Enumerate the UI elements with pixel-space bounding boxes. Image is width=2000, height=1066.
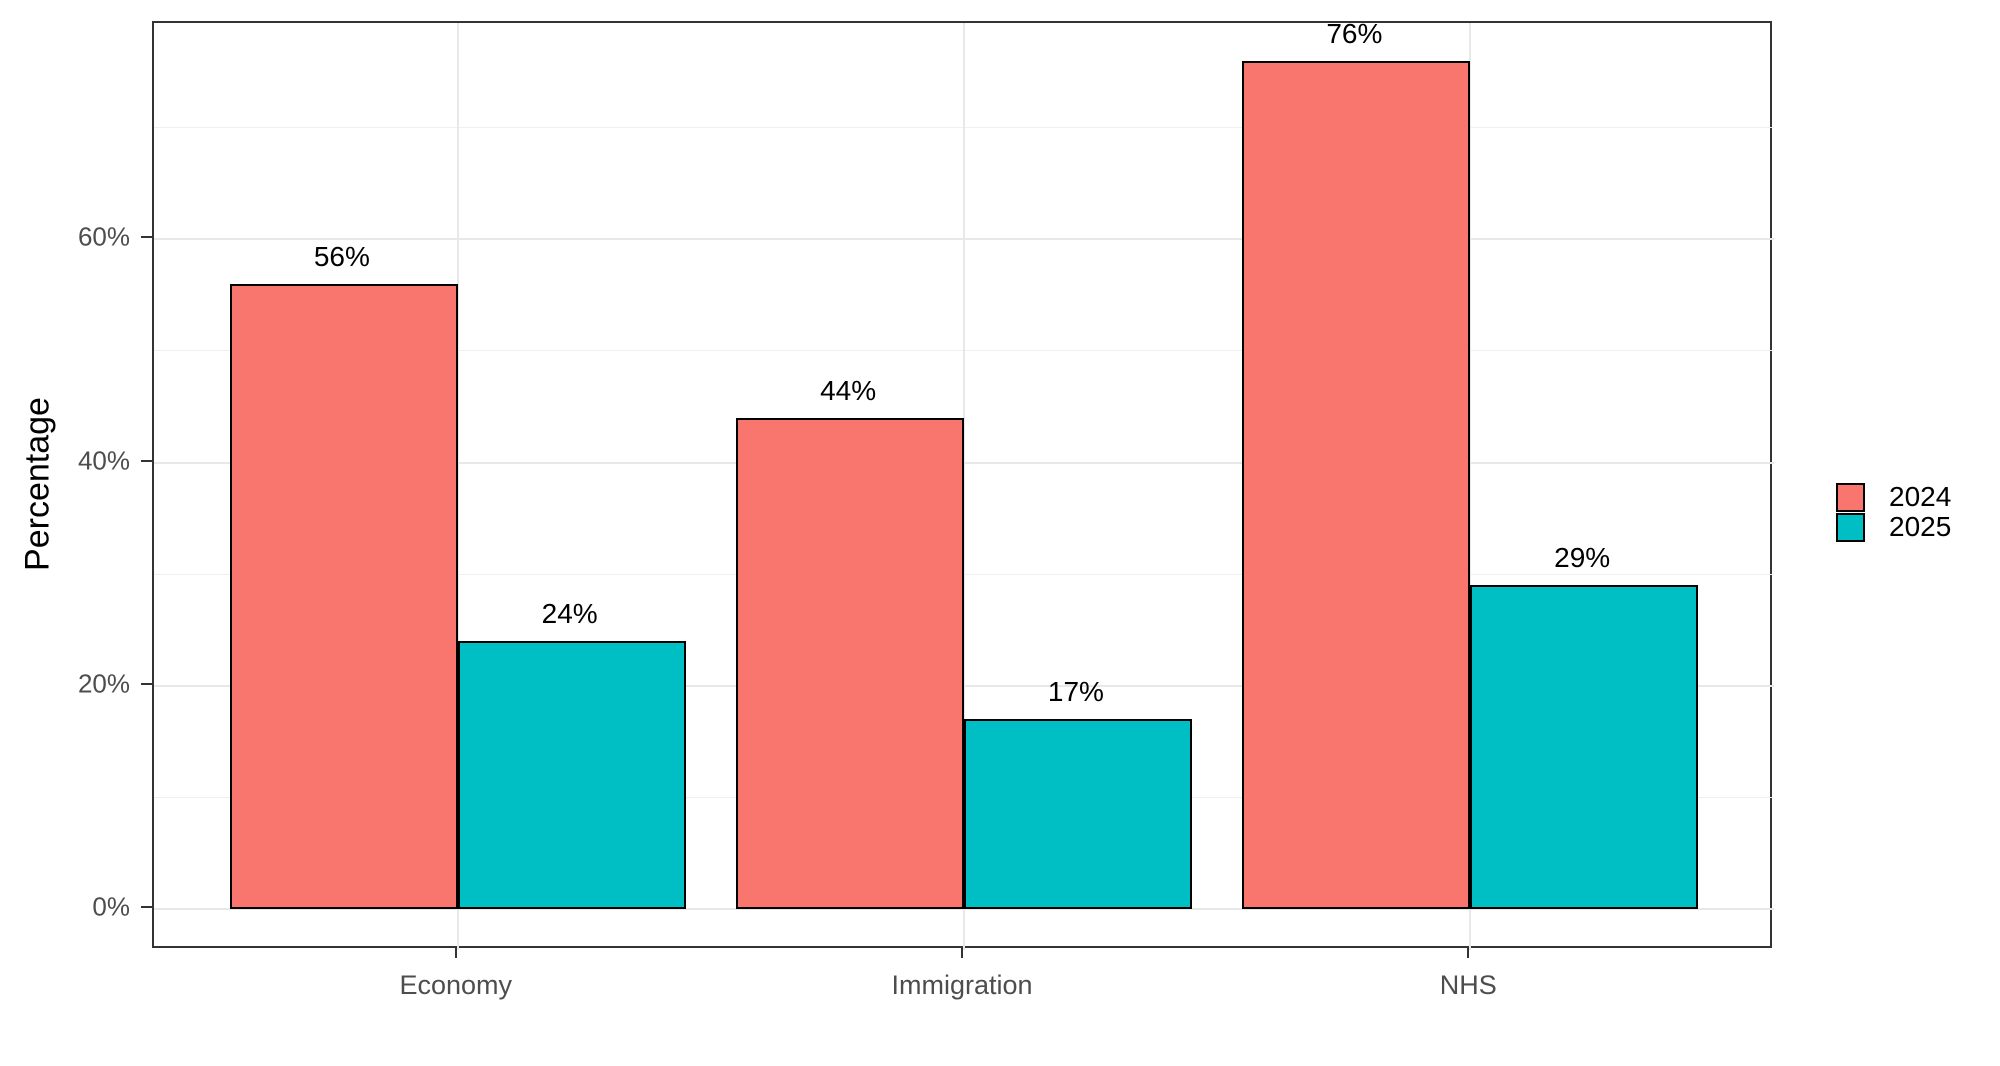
y-tick-label: 40% xyxy=(77,445,130,476)
bar-2025-nhs xyxy=(1470,585,1699,909)
gridline-major-x xyxy=(456,23,459,950)
bar-2024-economy xyxy=(229,284,458,909)
bar-value-label: 29% xyxy=(1554,542,1611,574)
bar-value-label: 44% xyxy=(820,374,877,406)
gridline-major-x xyxy=(1469,23,1472,950)
y-axis-tick xyxy=(141,905,152,908)
plot-panel xyxy=(152,21,1774,950)
x-axis-tick xyxy=(1467,948,1470,958)
legend-label-2024: 2024 xyxy=(1889,481,1952,512)
x-tick-label-immigration: Immigration xyxy=(891,970,1033,1000)
bar-2024-nhs xyxy=(1242,60,1471,909)
gridline-major-x xyxy=(963,23,965,950)
y-axis-tick xyxy=(141,236,152,239)
y-tick-label: 0% xyxy=(92,891,130,922)
legend-label-2025: 2025 xyxy=(1889,511,1952,542)
legend-swatch-2024 xyxy=(1836,482,1865,512)
bar-value-label: 76% xyxy=(1326,17,1383,49)
bar-2025-immigration xyxy=(964,719,1192,909)
x-axis-tick xyxy=(961,948,963,958)
y-axis-tick xyxy=(141,459,152,462)
legend-entry-2024: 2024 xyxy=(1836,482,1951,512)
legend-swatch-2025 xyxy=(1836,512,1865,542)
bar-2025-economy xyxy=(457,641,686,909)
x-tick-label-economy: Economy xyxy=(399,970,513,1000)
bar-value-label: 17% xyxy=(1047,676,1104,708)
y-axis-title: Percentage xyxy=(18,397,57,571)
y-axis-tick xyxy=(141,682,152,685)
bar-value-label: 24% xyxy=(541,598,598,629)
legend-entry-2025: 2025 xyxy=(1836,512,1951,542)
x-tick-label-nhs: NHS xyxy=(1439,970,1497,1000)
y-tick-label: 60% xyxy=(77,221,130,252)
legend: 2024 2025 xyxy=(1836,482,1951,542)
bar-value-label: 56% xyxy=(313,241,370,273)
bar-2024-immigration xyxy=(736,417,964,909)
x-axis-tick xyxy=(454,948,457,958)
y-tick-label: 20% xyxy=(77,668,130,699)
